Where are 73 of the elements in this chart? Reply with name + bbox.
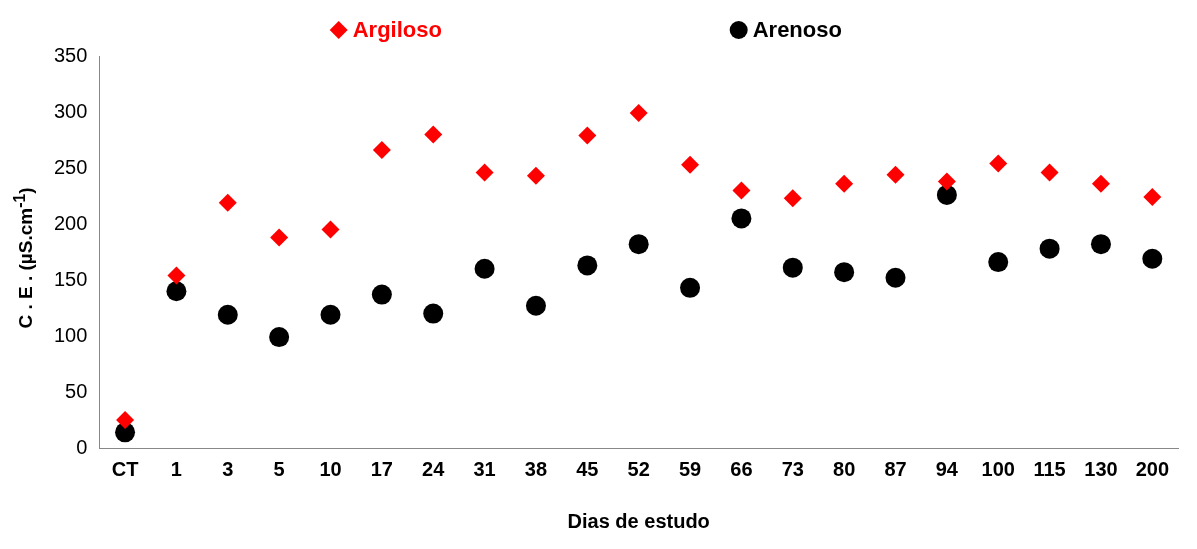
x-tick-label: 31: [473, 457, 496, 480]
point: [167, 266, 186, 285]
point: [835, 174, 854, 193]
point: [218, 193, 237, 212]
point: [1040, 163, 1059, 182]
x-tick-label: 10: [319, 457, 342, 480]
x-tick-label: 73: [781, 457, 804, 480]
x-tick-label: CT: [111, 457, 139, 480]
legend-label: Argiloso: [352, 17, 442, 43]
point: [116, 411, 135, 429]
point: [424, 125, 443, 144]
point: [937, 172, 956, 191]
y-tick-label: 150: [53, 267, 88, 290]
legend-label: Arenoso: [752, 17, 842, 43]
x-tick-label: 87: [884, 457, 907, 480]
point: [217, 304, 238, 325]
point: [988, 252, 1009, 273]
point: [269, 327, 290, 348]
x-tick-label: 200: [1135, 457, 1170, 480]
point: [885, 267, 906, 288]
point: [270, 228, 289, 247]
point: [732, 181, 751, 200]
point: [936, 184, 957, 205]
point: [423, 303, 444, 324]
x-tick-label: 45: [576, 457, 599, 480]
y-tick-label: 300: [53, 99, 88, 122]
x-tick-label: 130: [1084, 457, 1118, 480]
x-tick-label: 115: [1033, 457, 1066, 480]
x-tick-label: 52: [627, 457, 650, 480]
x-tick-label: 24: [422, 457, 446, 480]
x-tick-label: 17: [370, 457, 393, 480]
y-tick-label: 200: [53, 211, 88, 234]
x-tick-label: 5: [273, 457, 285, 480]
point: [578, 126, 597, 145]
y-tick-label: 350: [53, 43, 88, 66]
point: [681, 155, 700, 174]
point: [372, 141, 391, 160]
point: [1090, 234, 1111, 255]
x-tick-label: 38: [524, 457, 548, 480]
x-tick-label: 3: [222, 457, 234, 480]
point: [782, 257, 803, 278]
point: [628, 234, 649, 255]
point: [1039, 238, 1060, 259]
point: [526, 166, 545, 185]
x-tick-label: 59: [678, 457, 702, 480]
point: [525, 295, 546, 316]
point: [166, 281, 187, 302]
x-tick-label: 100: [981, 457, 1015, 480]
y-tick-label: 100: [53, 323, 88, 346]
point: [989, 154, 1008, 173]
y-tick-label: 0: [76, 435, 88, 458]
point: [321, 220, 340, 239]
x-axis-title: Dias de estudo: [567, 509, 710, 532]
point: [1091, 174, 1110, 193]
point: [783, 189, 802, 208]
point: [371, 284, 392, 305]
point: [731, 208, 752, 229]
x-tick-label: 1: [170, 457, 182, 480]
point: [320, 304, 341, 325]
y-tick-label: 50: [65, 379, 88, 402]
x-tick-label: 94: [935, 457, 959, 480]
x-tick-label: 80: [833, 457, 856, 480]
point: [1143, 188, 1162, 207]
point: [886, 165, 905, 184]
point: [834, 262, 855, 283]
point: [680, 277, 701, 298]
point: [474, 258, 495, 279]
y-tick-label: 250: [53, 155, 88, 178]
point: [475, 163, 494, 182]
point: [629, 104, 648, 123]
point: [577, 255, 598, 276]
x-tick-label: 66: [730, 457, 753, 480]
point: [1142, 248, 1163, 269]
